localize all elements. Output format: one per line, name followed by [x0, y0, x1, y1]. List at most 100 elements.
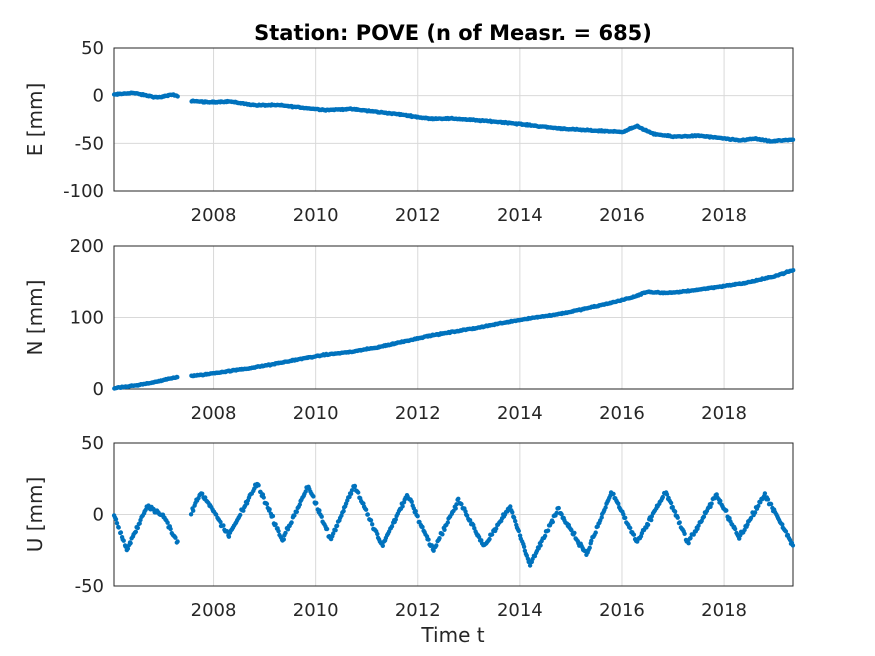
data-point	[752, 510, 758, 515]
data-point	[261, 495, 266, 500]
data-point	[511, 515, 517, 520]
data-point	[375, 531, 380, 537]
data-point	[267, 507, 272, 512]
data-point	[686, 541, 691, 546]
series-points-up	[111, 481, 796, 568]
data-point	[709, 501, 714, 506]
data-point	[191, 508, 196, 513]
data-point	[281, 537, 286, 542]
y-tick-label: 0	[93, 379, 104, 400]
data-point	[768, 501, 774, 507]
data-point	[589, 538, 594, 543]
data-point	[701, 514, 707, 519]
data-point	[434, 543, 439, 548]
data-point	[790, 543, 796, 548]
data-point	[489, 532, 495, 537]
x-tick-label: 2012	[395, 600, 441, 621]
data-point	[393, 517, 398, 522]
data-point	[611, 491, 616, 497]
data-point	[437, 536, 442, 541]
data-point	[175, 539, 180, 544]
x-tick-label: 2010	[293, 600, 339, 621]
data-point	[649, 517, 654, 523]
data-point	[289, 520, 294, 525]
data-point	[737, 536, 742, 541]
data-point	[314, 500, 319, 506]
panel-up: 2008 2010 2012 2014 2016 2018 -50 0 50 U [mm]	[23, 433, 796, 621]
data-point	[273, 522, 278, 527]
data-point	[165, 520, 170, 525]
data-point	[445, 520, 450, 525]
data-point	[276, 528, 281, 534]
data-point	[400, 504, 405, 509]
data-point	[554, 510, 559, 516]
data-point	[118, 530, 124, 535]
data-point	[292, 513, 297, 518]
x-tick-label: 2016	[599, 205, 645, 226]
data-point	[742, 527, 747, 533]
data-point	[556, 505, 561, 511]
data-point	[218, 519, 223, 525]
data-point	[527, 563, 533, 568]
data-point	[521, 544, 527, 549]
data-point	[352, 483, 358, 489]
x-tick-label: 2018	[701, 205, 747, 226]
figure-title: Station: POVE (n of Measr. = 685)	[254, 21, 652, 45]
y-tick-label: -100	[63, 181, 104, 202]
data-point	[603, 505, 608, 510]
data-point	[256, 483, 261, 488]
x-tick-label: 2014	[497, 600, 543, 621]
data-point	[175, 94, 180, 99]
data-point	[319, 514, 324, 519]
data-point	[569, 528, 574, 533]
data-point	[413, 509, 418, 514]
data-point	[696, 523, 701, 528]
x-tick-label: 2008	[191, 205, 237, 226]
data-point	[113, 517, 119, 522]
y-tick-label: 50	[81, 38, 104, 59]
data-point	[370, 522, 375, 527]
data-point	[135, 525, 140, 531]
data-point	[623, 515, 628, 520]
panel-east: 2008 2010 2012 2014 2016 2018 -100 -50 0 50 E [mm]	[23, 38, 796, 226]
data-point	[363, 507, 369, 512]
data-point	[420, 524, 425, 530]
y-tick-label: 200	[70, 236, 104, 257]
data-point	[238, 512, 243, 518]
y-tick-label: -50	[75, 576, 104, 597]
data-point	[542, 533, 548, 539]
data-point	[688, 535, 693, 541]
data-point	[221, 523, 226, 528]
data-point	[283, 530, 288, 536]
data-point	[631, 532, 637, 537]
data-point	[317, 508, 322, 513]
data-point	[456, 496, 461, 501]
data-point	[311, 494, 316, 499]
data-point	[440, 532, 445, 537]
data-point	[494, 526, 499, 531]
y-axis-label-north: N [mm]	[23, 280, 47, 356]
x-tick-label: 2016	[599, 403, 645, 424]
data-point	[125, 546, 131, 551]
data-point	[765, 497, 771, 502]
data-point	[660, 494, 665, 500]
panel-north: 2008 2010 2012 2014 2016 2018 0 100 200 N [mm]	[23, 236, 796, 424]
data-point	[173, 535, 178, 540]
data-point	[380, 543, 385, 548]
data-point	[426, 537, 431, 542]
data-point	[756, 503, 761, 509]
series-points-north	[112, 268, 796, 391]
data-point	[550, 519, 555, 525]
data-point	[593, 530, 598, 535]
data-point	[114, 521, 120, 526]
data-point	[200, 491, 205, 496]
data-point	[645, 522, 651, 527]
x-tick-label: 2012	[395, 403, 441, 424]
x-tick-label: 2008	[191, 403, 237, 424]
data-point	[621, 512, 626, 517]
data-point	[545, 528, 551, 533]
data-point	[348, 491, 354, 496]
data-point	[467, 518, 473, 523]
data-point	[791, 268, 796, 273]
